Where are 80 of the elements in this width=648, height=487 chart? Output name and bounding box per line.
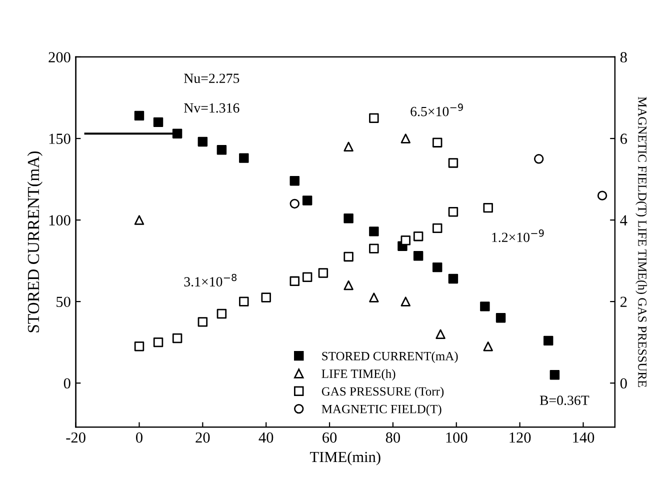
y2-tick-label: 2 — [620, 296, 627, 307]
point — [153, 117, 164, 128]
annotation: 1.2×10$^{−9}$ — [492, 229, 544, 242]
point — [496, 312, 506, 323]
x-tick-label: 140 — [573, 432, 594, 443]
point — [369, 292, 379, 302]
point — [448, 207, 458, 217]
point — [400, 134, 410, 144]
point — [432, 138, 442, 148]
point — [290, 198, 300, 209]
point — [302, 196, 312, 206]
legend-label: STORED CURRENT(mA) — [322, 352, 458, 363]
point — [198, 317, 208, 327]
point — [400, 296, 410, 306]
point — [344, 252, 354, 262]
point — [413, 231, 424, 242]
point — [400, 236, 410, 246]
y2-tick-label: 4 — [620, 215, 628, 226]
y2-tick-label: 0 — [620, 378, 627, 389]
x-tick-label: 20 — [196, 432, 210, 443]
point — [153, 337, 164, 348]
point — [198, 136, 208, 147]
y-axis-title: STORED CURRENT(mA) — [27, 151, 42, 332]
y2-tick-label: 8 — [620, 52, 627, 62]
point — [134, 342, 144, 352]
point — [550, 370, 560, 380]
point — [302, 272, 312, 282]
y-tick-label: 50 — [56, 296, 70, 308]
x-tick-label: 0 — [136, 432, 142, 443]
x-tick-label: -20 — [66, 432, 86, 443]
y-tick-label: 200 — [48, 52, 70, 62]
point — [290, 276, 300, 286]
x-tick-label: 60 — [322, 432, 337, 443]
x-axis-title: TIME(min) — [310, 451, 380, 466]
point — [483, 342, 493, 352]
x-tick-label: 100 — [446, 432, 468, 443]
point — [534, 154, 544, 164]
point — [290, 176, 300, 186]
point — [597, 190, 608, 200]
annotation: Nv=1.316 — [184, 103, 240, 113]
point — [318, 268, 328, 278]
point — [216, 145, 227, 155]
annotation: 3.1×10$^{−8}$ — [184, 274, 237, 287]
point — [172, 128, 182, 138]
x-tick-label: 40 — [258, 432, 274, 443]
point — [172, 333, 182, 344]
point — [369, 113, 379, 123]
point — [413, 251, 424, 261]
point — [543, 336, 554, 346]
point — [134, 110, 144, 121]
legend-label: LIFE TIME(h) — [322, 369, 396, 381]
point — [483, 202, 493, 213]
point — [436, 329, 446, 340]
point — [432, 262, 442, 272]
y2-axis-title: MAGNETIC FIELD(T) LIFE TIME(h) GAS PRESSURE — [636, 96, 647, 387]
y-tick-label: 0 — [64, 378, 70, 389]
x-tick-label: 120 — [510, 432, 531, 443]
point — [448, 274, 458, 284]
point — [432, 223, 442, 234]
point — [134, 215, 144, 225]
y-tick-label: 100 — [49, 215, 70, 226]
point — [344, 142, 354, 152]
annotation: B=0.36T — [540, 396, 590, 406]
x-tick-label: 80 — [386, 432, 400, 443]
point — [480, 302, 490, 312]
point — [448, 158, 458, 168]
point — [369, 244, 379, 254]
point — [239, 296, 249, 306]
y2-tick-label: 6 — [620, 134, 627, 144]
y-tick-label: 150 — [49, 134, 70, 144]
point — [239, 153, 249, 163]
point — [344, 214, 354, 224]
legend-label: MAGNETIC FIELD(T) — [322, 404, 442, 416]
point — [369, 226, 379, 236]
point — [216, 308, 227, 319]
annotation: 6.5×10$^{−9}$ — [410, 104, 463, 116]
point — [261, 292, 271, 302]
annotation: Nu=2.275 — [184, 74, 240, 84]
point — [344, 280, 354, 290]
legend-label: GAS PRESSURE (Torr) — [322, 386, 444, 398]
